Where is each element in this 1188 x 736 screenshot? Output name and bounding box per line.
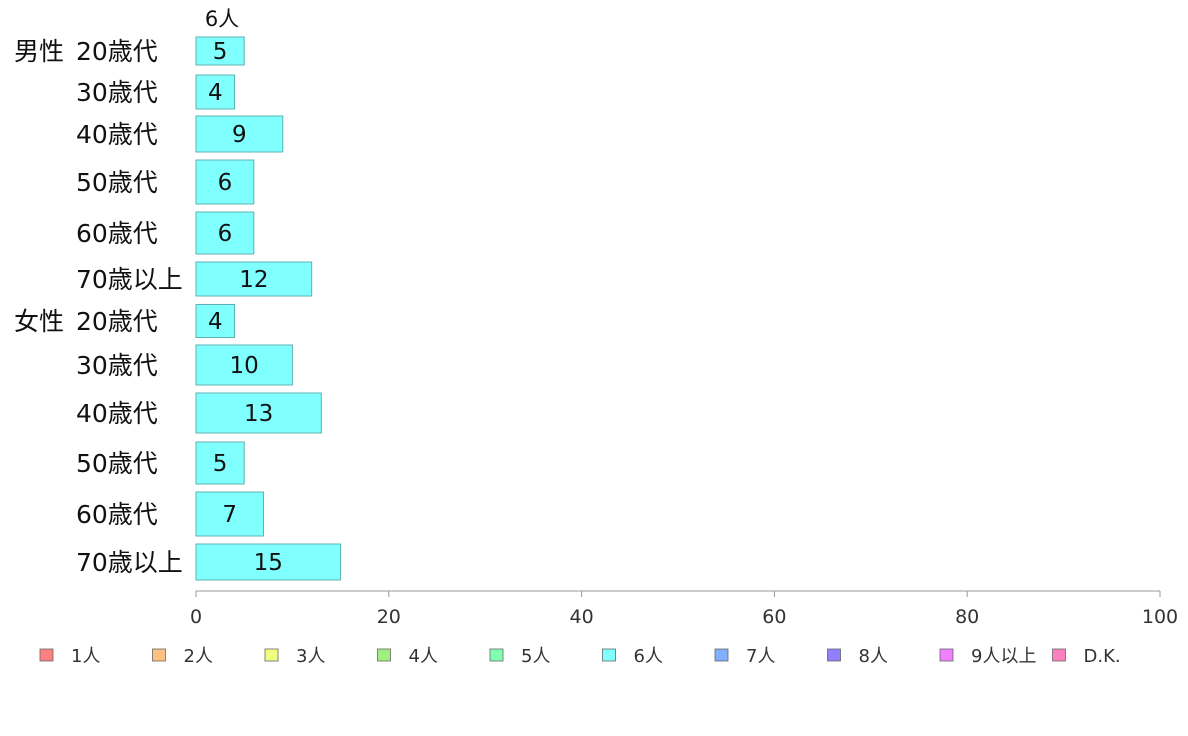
x-tick-label: 60 [762, 606, 786, 628]
x-tick-label: 40 [570, 606, 594, 628]
group-label: 男性 [14, 37, 64, 66]
bar-value-label: 4 [208, 80, 223, 106]
bar-value-label: 6 [218, 221, 233, 247]
category-label: 40歳代 [76, 120, 158, 149]
bar-value-label: 9 [232, 122, 247, 148]
bar [195, 261, 313, 297]
legend-label: 9人以上 [971, 646, 1036, 667]
bar [195, 392, 322, 434]
bar [195, 159, 255, 205]
category-label: 50歳代 [76, 168, 158, 197]
legend-swatch [714, 648, 729, 662]
category-label: 70歳以上 [76, 548, 183, 577]
category-label: 70歳以上 [76, 265, 183, 294]
bar [195, 74, 236, 110]
series-header-label: 6人 [205, 7, 239, 31]
legend-label: 3人 [296, 646, 325, 667]
bar-value-label: 10 [230, 353, 259, 379]
legend-swatch [264, 648, 279, 662]
category-label: 20歳代 [76, 307, 158, 336]
bar-value-label: 6 [218, 170, 233, 196]
legend-label: 1人 [71, 646, 100, 667]
bar-value-label: 15 [254, 550, 283, 576]
group-label: 女性 [14, 307, 64, 336]
category-label: 30歳代 [76, 351, 158, 380]
bar-value-label: 13 [244, 401, 273, 427]
legend-swatch [1052, 648, 1066, 662]
bar [195, 543, 342, 581]
bar-value-label: 4 [208, 309, 223, 335]
x-tick-label: 0 [190, 606, 202, 628]
bar [195, 304, 236, 338]
bar [195, 441, 245, 485]
legend-swatch [489, 648, 504, 662]
legend-swatch [827, 648, 841, 662]
bar [195, 211, 255, 255]
legend-swatch [602, 648, 616, 662]
legend-label: 5人 [521, 646, 550, 667]
category-label: 30歳代 [76, 78, 158, 107]
legend-label: 8人 [859, 646, 888, 667]
legend-swatch [377, 648, 391, 662]
legend-label: 4人 [409, 646, 438, 667]
x-tick-label: 20 [377, 606, 401, 628]
bar [195, 115, 284, 153]
x-tick-label: 100 [1142, 606, 1178, 628]
bar-value-label: 5 [213, 451, 228, 477]
legend-label: 6人 [634, 646, 663, 667]
legend-label: 2人 [184, 646, 213, 667]
bar [195, 36, 245, 66]
legend-swatch [39, 648, 54, 662]
bar-value-label: 7 [222, 502, 237, 528]
category-label: 60歳代 [76, 219, 158, 248]
legend-label: D.K. [1084, 646, 1121, 667]
bar-value-label: 12 [239, 267, 268, 293]
x-tick-label: 80 [955, 606, 979, 628]
category-label: 20歳代 [76, 37, 158, 66]
category-label: 40歳代 [76, 399, 158, 428]
category-label: 60歳代 [76, 500, 158, 529]
bar-value-label: 5 [213, 39, 228, 65]
legend-label: 7人 [746, 646, 775, 667]
bar [195, 344, 293, 386]
category-label: 50歳代 [76, 449, 158, 478]
legend-swatch [939, 648, 954, 662]
legend-swatch [152, 648, 166, 662]
bar [195, 491, 264, 537]
